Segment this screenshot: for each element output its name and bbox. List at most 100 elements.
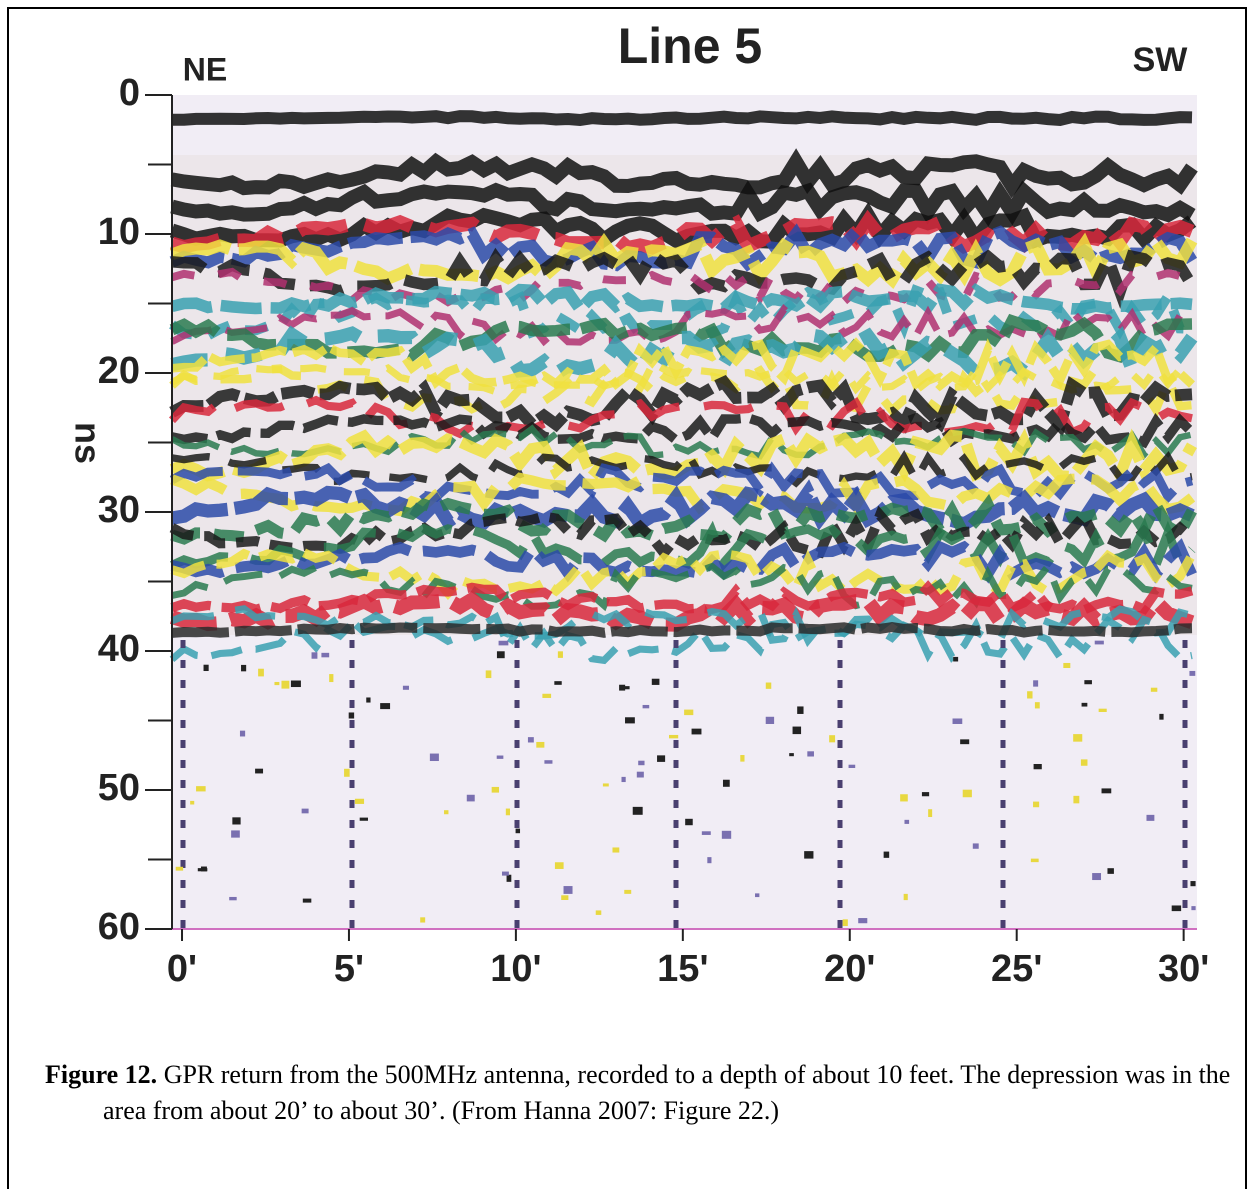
speckle [359,817,368,821]
reflection-band [171,110,1193,127]
speckle [175,866,184,871]
speckle [602,783,609,787]
speckle [302,898,312,903]
speckle [842,919,848,927]
speckle [765,682,772,689]
speckle [1191,906,1196,911]
reflection-band [169,231,1198,290]
speckle [1107,868,1114,874]
speckle [921,792,930,797]
speckle [496,755,504,759]
speckle [621,776,626,783]
speckle [883,851,890,858]
caption: Figure 12. GPR return from the 500MHz an… [45,1057,1233,1129]
x-tick-label: 30' [1158,948,1209,990]
speckle [311,652,318,659]
y-tick-label: 30 [98,489,140,531]
speckle [190,800,195,805]
speckle [928,809,933,818]
speckle [619,684,626,691]
speckle [685,818,693,826]
speckle [1098,708,1107,712]
speckle [402,685,409,690]
speckle [1159,713,1164,720]
speckle [1034,702,1040,709]
speckle [1030,858,1039,863]
reflection-band [170,282,1193,319]
speckle [657,755,666,762]
speckle [329,674,334,683]
speckle [527,737,534,743]
reflection-band [170,472,1196,517]
speckle [380,703,391,710]
reflection-band [171,622,1193,638]
speckle [1027,691,1033,699]
speckle [953,656,959,662]
speckle [721,830,732,839]
frame [7,7,1247,1189]
x-tick-label: 15' [657,948,708,990]
reflection-band [170,547,1196,600]
speckle [900,794,908,802]
reflection-band [169,611,1193,665]
speckle [1033,801,1040,808]
speckle [740,755,745,762]
speckle [755,893,760,898]
reflection-band [169,374,1193,437]
reflection-band [170,359,1194,396]
reflection-band [171,243,1197,309]
speckle [972,843,979,849]
speckle [554,681,562,685]
reflection-band [171,559,1193,612]
reflection-band [170,180,1196,227]
speckle [515,828,521,834]
right-label: SW [1133,41,1189,79]
caption-text: GPR return from the 500MHz antenna, reco… [103,1060,1231,1125]
speckle [797,706,804,714]
speckle [612,847,620,853]
reflection-band [169,313,1193,363]
speckle [203,664,209,672]
speckle [595,910,602,915]
speckle [684,709,694,716]
speckle [829,735,836,743]
x-tick-label: 25' [991,948,1042,990]
speckle [491,786,500,793]
speckle [563,886,573,894]
reflection-band [169,201,1197,251]
speckle [366,697,371,703]
speckle [501,871,509,876]
speckle [466,794,475,802]
reflection-band [170,148,1198,199]
speckle [258,668,264,677]
speckle [321,652,330,658]
speckle [444,810,449,815]
speckle [904,819,910,824]
speckle [1081,702,1088,707]
speckle [561,895,569,900]
speckle [722,779,730,787]
speckle [962,789,972,798]
y-tick-label: 0 [119,72,140,114]
reflection-band [170,605,1193,648]
speckle [197,868,208,872]
caption-label: Figure 12. [45,1060,158,1089]
speckle [848,764,856,768]
speckle [636,771,644,778]
speckle [232,817,241,825]
speckle [1033,680,1039,687]
speckle [765,716,775,724]
x-tick-label: 10' [490,948,541,990]
speckle [1073,734,1083,742]
speckle [231,830,240,838]
speckle [1063,662,1071,669]
y-axis-label: ns [67,422,108,464]
speckle [557,651,563,658]
speckle [1190,881,1196,887]
speckle [485,670,492,679]
speckle [668,734,679,739]
speckle [348,712,355,719]
left-label: NE [183,51,227,87]
